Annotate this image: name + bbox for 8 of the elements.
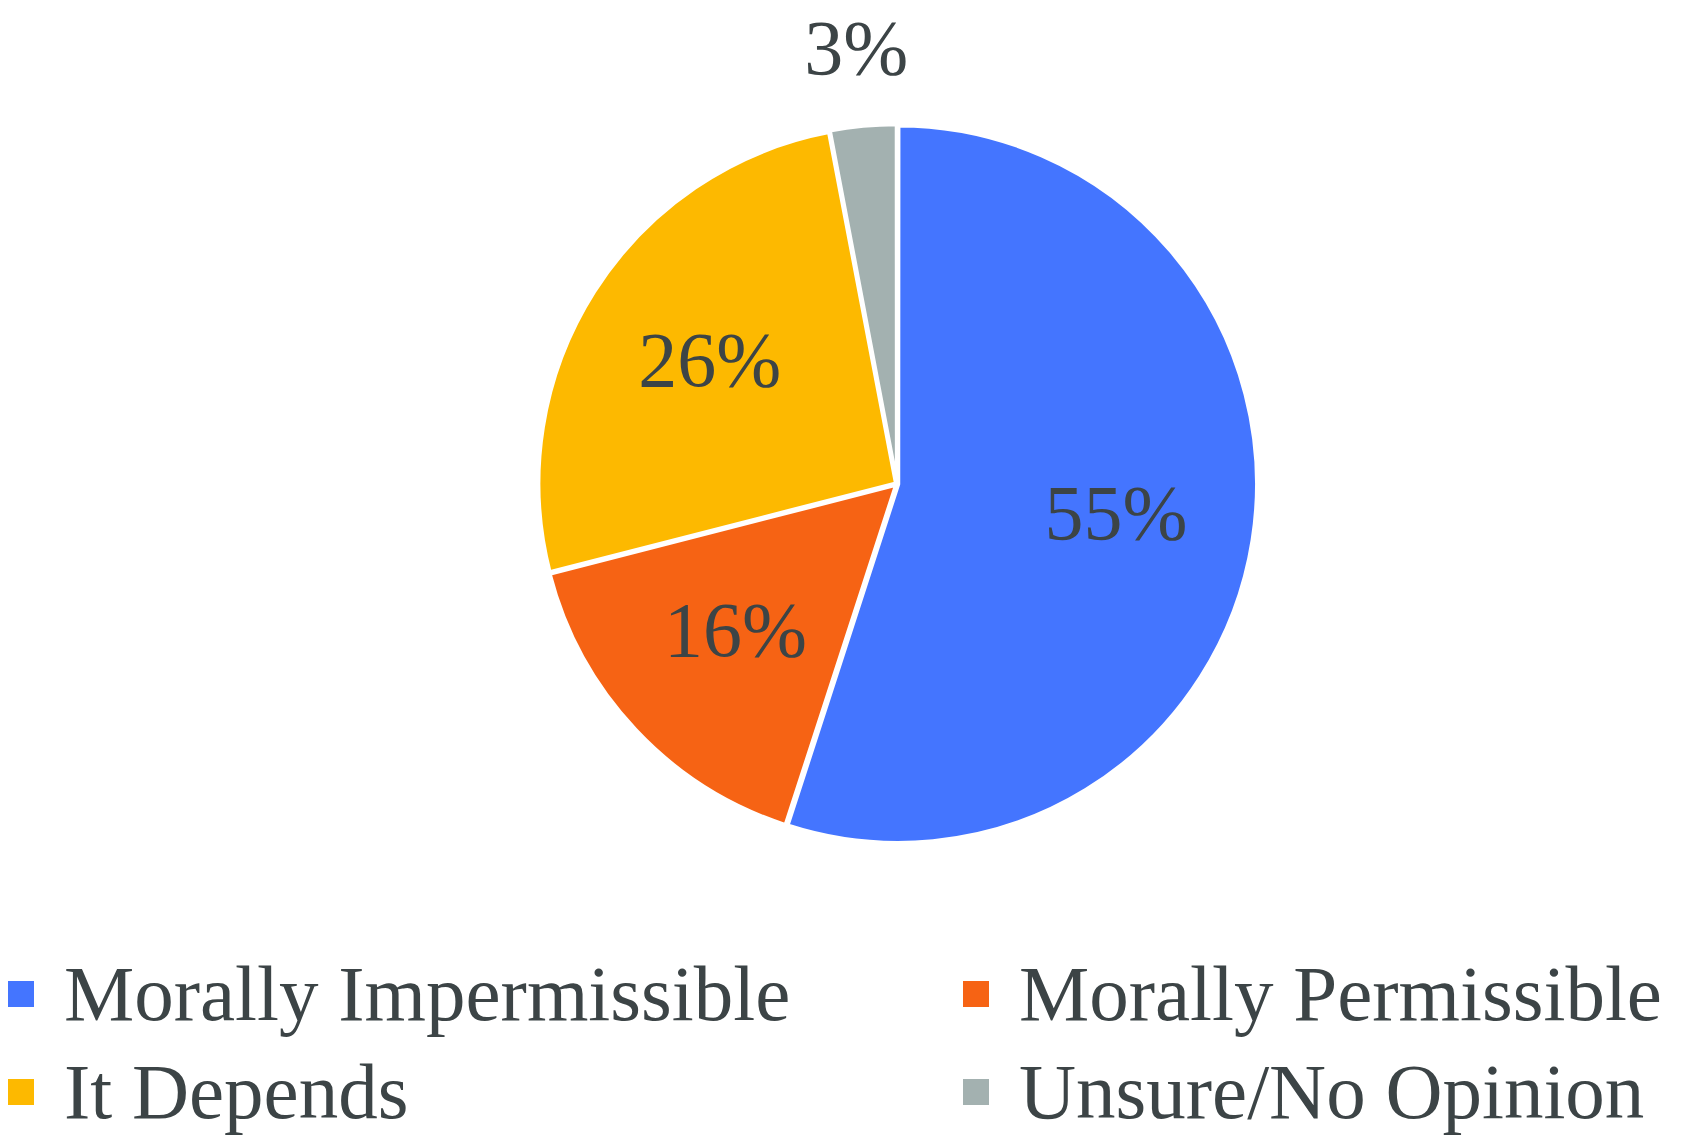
data-label: 26% (638, 315, 782, 403)
data-label: 55% (1044, 469, 1188, 557)
data-label: 16% (663, 586, 807, 674)
legend-label: It Depends (64, 1047, 409, 1137)
legend-label: Morally Impermissible (64, 949, 791, 1039)
legend-label: Unsure/No Opinion (1019, 1047, 1645, 1137)
legend-label: Morally Permissible (1019, 949, 1662, 1039)
data-label: 3% (804, 3, 909, 91)
